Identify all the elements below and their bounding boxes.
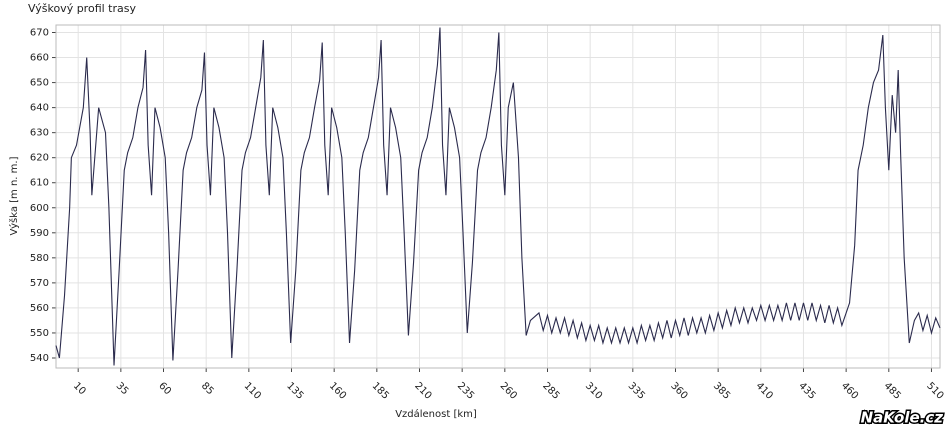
y-tick-label: 550	[30, 328, 49, 339]
x-tick-label: 435	[796, 380, 817, 401]
x-axis-label: Vzdálenost [km]	[395, 408, 477, 420]
y-tick-label: 660	[30, 53, 49, 64]
y-tick-label: 540	[30, 353, 49, 364]
x-tick-label: 135	[284, 380, 305, 401]
watermark: NaKole.cz	[861, 409, 944, 427]
chart-title: Výškový profil trasy	[28, 2, 136, 15]
x-tick-label: 60	[156, 380, 173, 397]
x-tick-label: 485	[882, 380, 903, 401]
y-tick-label: 610	[30, 178, 49, 189]
y-tick-label: 590	[30, 228, 49, 239]
x-tick-label: 310	[583, 380, 604, 401]
x-tick-label: 285	[540, 380, 561, 401]
x-tick-label: 335	[626, 380, 647, 401]
x-tick-label: 160	[327, 380, 348, 401]
x-tick-label: 110	[242, 380, 263, 401]
x-tick-label: 235	[455, 380, 476, 401]
x-tick-label: 260	[498, 380, 519, 401]
elevation-line	[55, 27, 941, 366]
y-axis-label: Výška [m n. m.]	[8, 156, 20, 235]
y-tick-label: 580	[30, 253, 49, 264]
x-tick-label: 185	[370, 380, 391, 401]
x-tick-label: 85	[199, 380, 216, 397]
y-tick-label: 640	[30, 103, 49, 114]
x-tick-label: 35	[114, 380, 131, 397]
x-tick-label: 10	[71, 380, 88, 397]
x-tick-label: 410	[754, 380, 775, 401]
y-tick-label: 600	[30, 203, 49, 214]
y-tick-label: 630	[30, 128, 49, 139]
y-tick-label: 620	[30, 153, 49, 164]
x-tick-label: 510	[924, 380, 945, 401]
y-tick-label: 570	[30, 278, 49, 289]
y-tick-label: 560	[30, 303, 49, 314]
plot-frame	[55, 24, 941, 369]
x-tick-label: 360	[668, 380, 689, 401]
y-tick-label: 650	[30, 78, 49, 89]
x-tick-label: 210	[412, 380, 433, 401]
x-tick-label: 385	[711, 380, 732, 401]
x-tick-label: 460	[839, 380, 860, 401]
y-tick-label: 670	[30, 28, 49, 39]
